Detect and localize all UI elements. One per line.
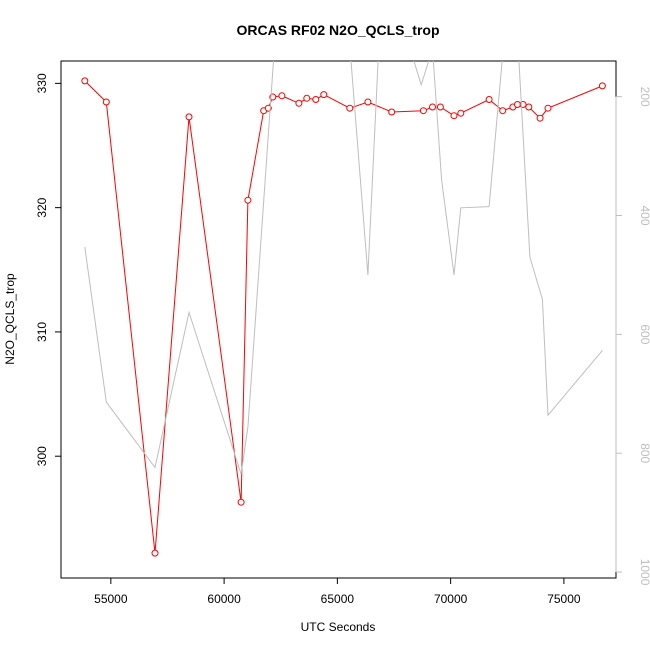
data-point — [536, 114, 544, 122]
data-point — [499, 107, 507, 115]
y2-tick-label: 400 — [638, 205, 650, 225]
x-tick-label: 70000 — [434, 592, 468, 606]
y-tick-label: 320 — [35, 197, 49, 217]
x-tick-label: 60000 — [207, 592, 241, 606]
y2-tick-label: 1000 — [638, 559, 650, 586]
data-point — [485, 96, 493, 103]
y-tick-label: 300 — [35, 446, 49, 466]
data-point — [419, 107, 427, 115]
data-point — [457, 109, 465, 117]
data-point — [598, 82, 606, 90]
data-point — [436, 103, 444, 111]
data-point — [81, 77, 89, 85]
y-axis-label: N2O_QCLS_trop — [3, 273, 17, 365]
y2-tick-label: 600 — [638, 324, 650, 344]
x-axis-label: UTC Seconds — [301, 620, 376, 634]
data-point — [429, 103, 436, 111]
y-tick-label: 330 — [35, 73, 49, 93]
axis-layer: 55000 60000 65000 70000 75000 300 310 320 330 200… — [35, 73, 650, 606]
chart-title: ORCAS RF02 N2O_QCLS_trop — [236, 22, 439, 38]
plot-frame — [60, 60, 617, 579]
data-point — [364, 98, 372, 106]
data-point — [295, 99, 303, 107]
x-tick-label: 75000 — [547, 592, 581, 606]
data-point — [185, 113, 193, 121]
data-point — [278, 92, 286, 100]
data-point — [525, 103, 533, 111]
data-point — [102, 98, 110, 106]
data-point — [346, 104, 354, 112]
series-layer — [81, 61, 606, 557]
x-tick-label: 55000 — [94, 592, 128, 606]
data-point — [320, 91, 328, 99]
y2-tick-label: 200 — [638, 87, 650, 107]
y2-tick-label: 800 — [638, 443, 650, 463]
data-point — [450, 112, 458, 120]
y-tick-label: 310 — [35, 322, 49, 342]
x-tick-label: 65000 — [321, 592, 355, 606]
data-point — [244, 196, 252, 204]
data-point — [303, 94, 311, 102]
data-point — [544, 104, 552, 112]
series-line-1 — [84, 80, 603, 554]
data-point — [388, 108, 396, 116]
data-point — [151, 549, 159, 557]
data-point — [237, 498, 245, 506]
series-line-2 — [84, 61, 603, 475]
data-point — [312, 96, 320, 103]
